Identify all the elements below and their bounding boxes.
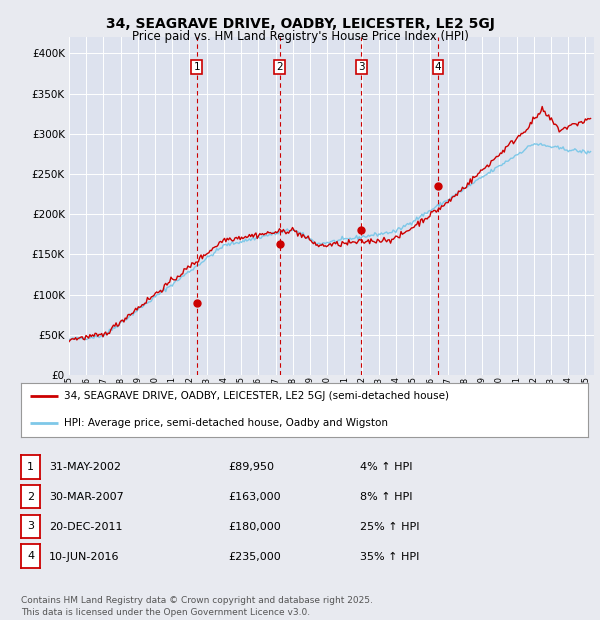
Text: 3: 3 (27, 521, 34, 531)
Text: 34, SEAGRAVE DRIVE, OADBY, LEICESTER, LE2 5GJ (semi-detached house): 34, SEAGRAVE DRIVE, OADBY, LEICESTER, LE… (64, 391, 449, 401)
Text: 35% ↑ HPI: 35% ↑ HPI (360, 552, 419, 562)
Text: £89,950: £89,950 (228, 463, 274, 472)
Text: 1: 1 (27, 462, 34, 472)
Text: 4: 4 (27, 551, 34, 561)
Text: 25% ↑ HPI: 25% ↑ HPI (360, 522, 419, 532)
Text: 10-JUN-2016: 10-JUN-2016 (49, 552, 120, 562)
Text: HPI: Average price, semi-detached house, Oadby and Wigston: HPI: Average price, semi-detached house,… (64, 418, 388, 428)
Text: 20-DEC-2011: 20-DEC-2011 (49, 522, 123, 532)
Text: 4: 4 (435, 62, 442, 72)
Text: Price paid vs. HM Land Registry's House Price Index (HPI): Price paid vs. HM Land Registry's House … (131, 30, 469, 43)
Text: 4% ↑ HPI: 4% ↑ HPI (360, 463, 413, 472)
Text: 30-MAR-2007: 30-MAR-2007 (49, 492, 124, 502)
Text: £163,000: £163,000 (228, 492, 281, 502)
Text: £180,000: £180,000 (228, 522, 281, 532)
Text: 34, SEAGRAVE DRIVE, OADBY, LEICESTER, LE2 5GJ: 34, SEAGRAVE DRIVE, OADBY, LEICESTER, LE… (106, 17, 494, 32)
Text: 2: 2 (27, 492, 34, 502)
Text: 31-MAY-2002: 31-MAY-2002 (49, 463, 121, 472)
Text: 1: 1 (193, 62, 200, 72)
Text: 2: 2 (277, 62, 283, 72)
Text: 8% ↑ HPI: 8% ↑ HPI (360, 492, 413, 502)
Text: Contains HM Land Registry data © Crown copyright and database right 2025.
This d: Contains HM Land Registry data © Crown c… (21, 596, 373, 617)
Text: £235,000: £235,000 (228, 552, 281, 562)
Text: 3: 3 (358, 62, 364, 72)
